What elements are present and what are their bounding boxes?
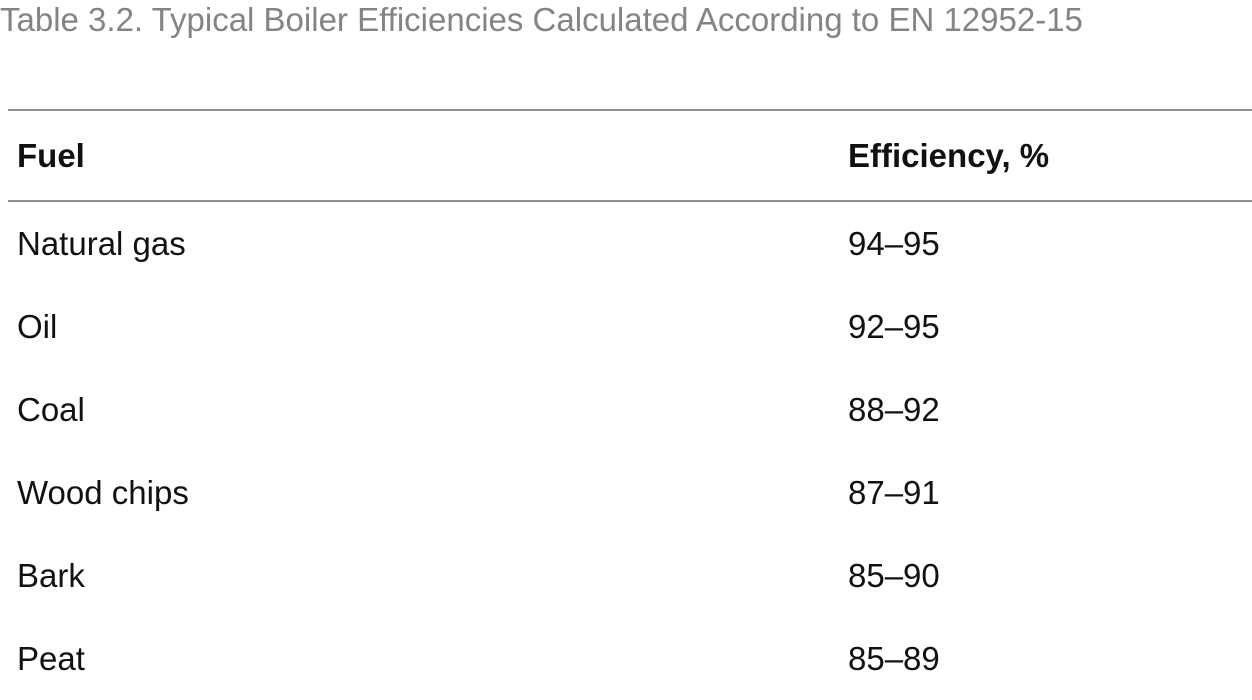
fuel-cell: Natural gas (17, 224, 186, 262)
efficiency-cell: 85–90 (848, 556, 940, 594)
table-row: Wood chips 87–91 (8, 451, 1252, 534)
table-header-rule (8, 200, 1252, 202)
efficiency-table: Fuel Efficiency, % Natural gas 94–95 Oil… (8, 109, 1252, 700)
table-row: Natural gas 94–95 (8, 202, 1252, 285)
table-top-rule (8, 109, 1252, 111)
header-efficiency: Efficiency, % (848, 136, 1050, 174)
table-row: Coal 88–92 (8, 368, 1252, 451)
efficiency-cell: 94–95 (848, 224, 940, 262)
table-row: Bark 85–90 (8, 534, 1252, 617)
fuel-cell: Peat (17, 639, 85, 677)
table-header-row: Fuel Efficiency, % (8, 111, 1252, 200)
fuel-cell: Bark (17, 556, 85, 594)
table-row: Oil 92–95 (8, 285, 1252, 368)
table-row: Peat 85–89 (8, 617, 1252, 700)
fuel-cell: Wood chips (17, 473, 189, 511)
efficiency-cell: 85–89 (848, 639, 940, 677)
efficiency-cell: 88–92 (848, 390, 940, 428)
fuel-cell: Oil (17, 307, 58, 345)
header-fuel: Fuel (17, 136, 85, 174)
efficiency-cell: 87–91 (848, 473, 940, 511)
table-caption: Table 3.2. Typical Boiler Efficiencies C… (0, 1, 1083, 38)
efficiency-cell: 92–95 (848, 307, 940, 345)
fuel-cell: Coal (17, 390, 85, 428)
